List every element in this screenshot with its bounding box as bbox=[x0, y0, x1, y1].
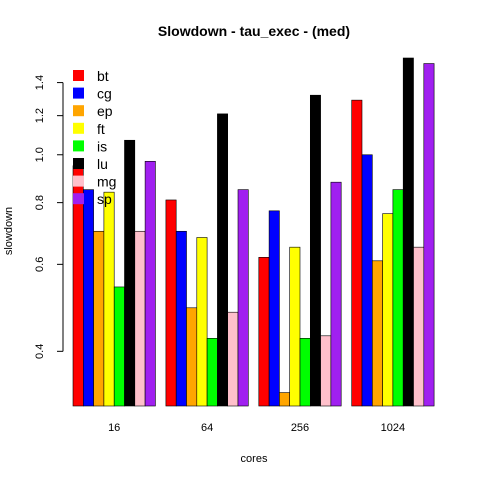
bar-is-16 bbox=[113, 286, 125, 407]
legend-swatch-sp bbox=[73, 193, 84, 205]
bar-mg-64 bbox=[227, 311, 239, 407]
bar-mg-256 bbox=[320, 335, 332, 407]
bar-cg-16 bbox=[83, 189, 94, 407]
bar-group-16 bbox=[72, 139, 156, 407]
legend-swatch-lu bbox=[73, 158, 84, 169]
bar-group-64 bbox=[165, 113, 249, 407]
legend-item-ft: ft bbox=[73, 121, 105, 137]
bar-is-256 bbox=[299, 338, 311, 407]
y-tick-label: 1.4 bbox=[34, 75, 46, 90]
legend-item-lu: lu bbox=[73, 156, 108, 172]
bar-bt-256 bbox=[258, 257, 270, 407]
x-tick-labels: 16 64 256 1024 bbox=[108, 422, 405, 434]
bar-cg-64 bbox=[175, 230, 187, 407]
legend-label-ft: ft bbox=[97, 121, 105, 137]
legend-label-cg: cg bbox=[97, 86, 112, 102]
chart-title: Slowdown - tau_exec - (med) bbox=[158, 23, 350, 39]
legend-label-bt: bt bbox=[97, 68, 109, 84]
x-tick-label-64: 64 bbox=[201, 422, 213, 434]
bar-ft-1024 bbox=[382, 213, 394, 407]
bar-sp-1024 bbox=[423, 63, 435, 407]
legend-label-lu: lu bbox=[97, 156, 108, 172]
bar-ep-64 bbox=[186, 307, 198, 407]
y-tick-label: 1.0 bbox=[34, 147, 46, 162]
legend-item-bt: bt bbox=[73, 68, 109, 84]
legend-swatch-ep bbox=[73, 105, 84, 117]
bar-ft-64 bbox=[196, 237, 208, 407]
bar-mg-1024 bbox=[413, 246, 425, 407]
bar-sp-16 bbox=[144, 160, 156, 407]
legend-item-mg: mg bbox=[73, 174, 116, 190]
bar-bt-1024 bbox=[351, 99, 363, 407]
legend-label-is: is bbox=[97, 138, 107, 154]
bar-sp-256 bbox=[330, 181, 342, 407]
x-axis-label: cores bbox=[241, 453, 268, 465]
bar-lu-1024 bbox=[402, 57, 414, 407]
legend-label-ep: ep bbox=[97, 103, 113, 119]
bar-group-256 bbox=[258, 94, 342, 407]
bar-is-64 bbox=[206, 338, 218, 407]
bar-ep-16 bbox=[93, 230, 105, 407]
y-tick-label: 0.8 bbox=[34, 195, 46, 210]
legend-swatch-is bbox=[73, 140, 84, 152]
bar-ep-1024 bbox=[371, 260, 383, 407]
bar-lu-16 bbox=[124, 139, 136, 407]
y-axis-label: slowdown bbox=[3, 207, 15, 255]
legend-item-is: is bbox=[73, 138, 107, 154]
bar-ep-256 bbox=[279, 392, 290, 407]
bar-group-1024 bbox=[351, 57, 435, 407]
y-axis: 0.4 0.6 0.8 1.0 1.2 1.4 bbox=[34, 75, 64, 359]
legend-label-mg: mg bbox=[97, 174, 116, 190]
bar-sp-64 bbox=[237, 189, 249, 407]
x-tick-label-1024: 1024 bbox=[381, 422, 405, 434]
bar-cg-1024 bbox=[361, 154, 373, 407]
y-tick-label: 0.6 bbox=[34, 257, 46, 272]
y-tick-label: 0.4 bbox=[34, 344, 46, 359]
legend-swatch-cg bbox=[73, 87, 84, 99]
legend-item-cg: cg bbox=[73, 86, 112, 102]
bar-ft-16 bbox=[103, 191, 115, 407]
legend-swatch-mg bbox=[73, 175, 84, 187]
bar-is-1024 bbox=[392, 189, 404, 407]
x-tick-label-256: 256 bbox=[291, 422, 309, 434]
bar-bt-64 bbox=[165, 199, 177, 407]
x-tick-label-16: 16 bbox=[108, 422, 120, 434]
legend-item-sp: sp bbox=[73, 191, 112, 207]
bar-mg-16 bbox=[134, 230, 146, 407]
bar-ft-256 bbox=[289, 246, 301, 407]
bar-groups bbox=[72, 57, 435, 407]
bar-cg-256 bbox=[268, 210, 280, 407]
legend-label-sp: sp bbox=[97, 191, 112, 207]
legend-item-ep: ep bbox=[73, 103, 113, 119]
legend-swatch-bt bbox=[73, 70, 84, 81]
bar-lu-256 bbox=[309, 94, 321, 407]
bar-lu-64 bbox=[217, 113, 228, 407]
legend-swatch-ft bbox=[73, 122, 84, 134]
y-tick-label: 1.2 bbox=[34, 108, 46, 123]
